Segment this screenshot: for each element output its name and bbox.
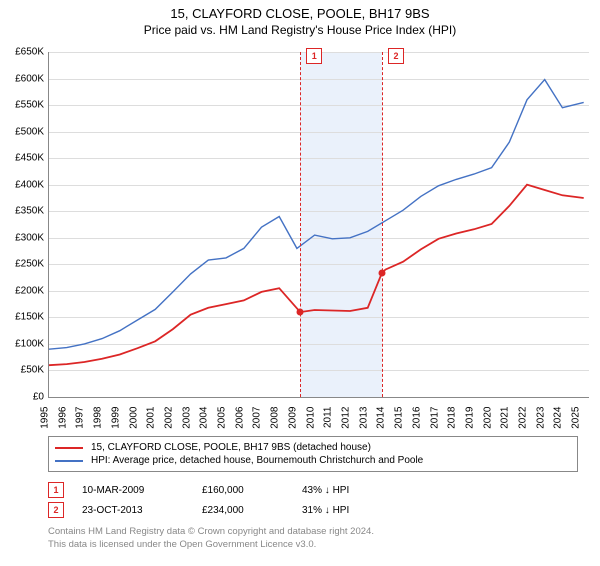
legend-label: HPI: Average price, detached house, Bour… (91, 455, 423, 466)
xtick-label: 2002 (163, 407, 174, 429)
legend-label: 15, CLAYFORD CLOSE, POOLE, BH17 9BS (det… (91, 442, 371, 453)
xtick-label: 2022 (518, 407, 529, 429)
xtick-label: 2005 (217, 407, 228, 429)
legend-swatch (55, 460, 83, 462)
xtick-label: 2006 (234, 407, 245, 429)
xtick-label: 2008 (270, 407, 281, 429)
events-table: 1 10-MAR-2009 £160,000 43% ↓ HPI 2 23-OC… (48, 480, 402, 520)
xtick-label: 2018 (447, 407, 458, 429)
event-marker-icon: 1 (48, 482, 64, 498)
xtick-label: 2015 (394, 407, 405, 429)
ytick-label: £650K (0, 47, 44, 58)
xtick-label: 2009 (287, 407, 298, 429)
xtick-label: 1996 (57, 407, 68, 429)
attribution-line: Contains HM Land Registry data © Crown c… (48, 526, 374, 539)
ytick-label: £500K (0, 126, 44, 137)
xtick-label: 1999 (110, 407, 121, 429)
ytick-label: £0 (0, 392, 44, 403)
event-marker-icon: 2 (48, 502, 64, 518)
legend-row: HPI: Average price, detached house, Bour… (55, 454, 571, 467)
chart-area: 12 (48, 52, 589, 398)
legend-row: 15, CLAYFORD CLOSE, POOLE, BH17 9BS (det… (55, 441, 571, 454)
ytick-label: £350K (0, 206, 44, 217)
ytick-label: £300K (0, 232, 44, 243)
xtick-label: 2017 (429, 407, 440, 429)
event-pct: 43% ↓ HPI (302, 485, 402, 496)
event-pct: 31% ↓ HPI (302, 505, 402, 516)
xtick-label: 2021 (500, 407, 511, 429)
xtick-label: 2014 (376, 407, 387, 429)
attribution-line: This data is licensed under the Open Gov… (48, 539, 374, 552)
page-subtitle: Price paid vs. HM Land Registry's House … (0, 23, 600, 37)
xtick-label: 2019 (464, 407, 475, 429)
xtick-label: 2007 (252, 407, 263, 429)
event-marker-icon: 1 (306, 48, 322, 64)
ytick-label: £150K (0, 312, 44, 323)
xtick-label: 1997 (75, 407, 86, 429)
table-row: 1 10-MAR-2009 £160,000 43% ↓ HPI (48, 480, 402, 500)
ytick-label: £50K (0, 365, 44, 376)
xtick-label: 2016 (411, 407, 422, 429)
xtick-label: 2013 (358, 407, 369, 429)
table-row: 2 23-OCT-2013 £234,000 31% ↓ HPI (48, 500, 402, 520)
xtick-label: 2003 (181, 407, 192, 429)
event-price: £160,000 (202, 485, 302, 496)
page-title: 15, CLAYFORD CLOSE, POOLE, BH17 9BS (0, 6, 600, 21)
ytick-label: £100K (0, 338, 44, 349)
xtick-label: 2023 (535, 407, 546, 429)
xtick-label: 2011 (323, 407, 334, 429)
xtick-label: 2024 (553, 407, 564, 429)
legend-swatch (55, 447, 83, 449)
ytick-label: £550K (0, 100, 44, 111)
xtick-label: 2020 (482, 407, 493, 429)
xtick-label: 1998 (93, 407, 104, 429)
attribution: Contains HM Land Registry data © Crown c… (48, 526, 374, 552)
event-point (297, 309, 304, 316)
xtick-label: 2000 (128, 407, 139, 429)
chart-svg (49, 52, 589, 397)
event-date: 10-MAR-2009 (82, 485, 202, 496)
xtick-label: 2004 (199, 407, 210, 429)
series-line-hpi (49, 80, 584, 350)
ytick-label: £600K (0, 73, 44, 84)
xtick-label: 2025 (571, 407, 582, 429)
xtick-label: 2010 (305, 407, 316, 429)
legend-box: 15, CLAYFORD CLOSE, POOLE, BH17 9BS (det… (48, 436, 578, 472)
xtick-label: 1995 (40, 407, 51, 429)
xtick-label: 2001 (146, 407, 157, 429)
event-date: 23-OCT-2013 (82, 505, 202, 516)
series-line-price_paid (49, 185, 584, 366)
ytick-label: £450K (0, 153, 44, 164)
ytick-label: £400K (0, 179, 44, 190)
event-line (382, 52, 383, 397)
event-line (300, 52, 301, 397)
event-point (379, 269, 386, 276)
xtick-label: 2012 (340, 407, 351, 429)
event-marker-icon: 2 (388, 48, 404, 64)
event-price: £234,000 (202, 505, 302, 516)
ytick-label: £250K (0, 259, 44, 270)
ytick-label: £200K (0, 285, 44, 296)
